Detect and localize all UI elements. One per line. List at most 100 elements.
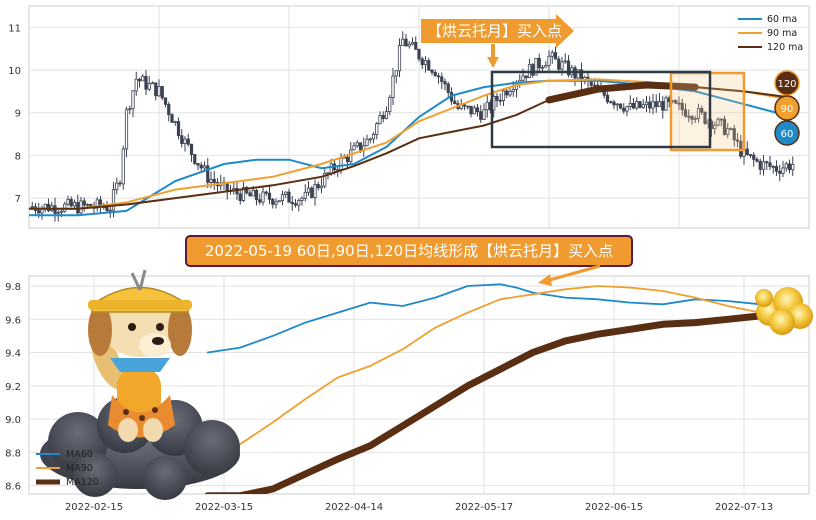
candle-body [755, 158, 759, 162]
candle-body [553, 52, 558, 60]
candle-body [765, 161, 769, 164]
candle-body [121, 148, 125, 185]
bottom-line-MA90 [206, 285, 784, 462]
badge-60-text: 60 [781, 129, 794, 140]
legend-60ma: 60 ma [767, 14, 797, 25]
candle-body [59, 210, 64, 213]
top-banner-text: 【烘云托月】买入点 [427, 22, 562, 40]
candle-body [768, 162, 772, 167]
candle-body [505, 90, 509, 96]
badge-90 [774, 95, 800, 121]
candle-body [63, 203, 67, 212]
candle-body [748, 154, 753, 156]
candle-body [407, 43, 411, 47]
bottom-ma-lines [204, 283, 797, 494]
bottom-xtick-0: 2022-02-15 [65, 502, 123, 513]
candle-body [404, 38, 408, 47]
candle-body [128, 108, 132, 111]
candle-body [427, 60, 431, 71]
cloud-icon [40, 397, 240, 500]
candle-body [644, 101, 649, 106]
bottom-line-MA120 [204, 312, 797, 494]
candle-body [261, 191, 265, 203]
candle-body [355, 142, 359, 147]
candle-body [293, 203, 298, 206]
candle-body [118, 182, 122, 185]
top-y-tick-labels: 7 8 9 10 11 [8, 23, 21, 205]
candle-body [615, 103, 619, 106]
candle-body [245, 186, 249, 194]
candle-body [345, 156, 350, 163]
arrow-left-icon [538, 264, 601, 286]
candle-body [287, 191, 291, 203]
bottom-ytick-3: 9.2 [5, 382, 21, 393]
candle-body [79, 200, 83, 214]
candle-body [784, 163, 788, 169]
candle-body [173, 121, 177, 123]
candle-body [482, 109, 486, 120]
candle-body [319, 185, 324, 189]
candle-body [46, 203, 51, 212]
candle-body [557, 58, 561, 70]
candle-body [654, 101, 658, 107]
candle-body [758, 160, 762, 170]
candle-body [297, 200, 301, 206]
candle-body [85, 203, 90, 206]
candle-body [605, 94, 610, 103]
candle-body [414, 42, 418, 50]
candle-body [365, 138, 369, 147]
candle-body [778, 170, 782, 174]
candle-body [401, 38, 405, 46]
candle-body [677, 102, 681, 105]
bottom-xtick-3: 2022-05-17 [455, 502, 513, 513]
candle-body [687, 115, 691, 118]
legend-120ma: 120 ma [767, 42, 803, 53]
candle-body [524, 75, 528, 79]
candle-body [30, 206, 34, 209]
candle-body [511, 89, 515, 92]
candle-body [453, 100, 457, 104]
candle-body [290, 201, 294, 205]
candle-body [469, 105, 473, 115]
candle-body [199, 164, 203, 169]
bottom-ytick-1: 8.8 [5, 448, 21, 459]
candle-body [696, 108, 701, 119]
candle-body [625, 106, 629, 112]
bottom-x-tick-labels: 2022-02-15 2022-03-15 2022-04-14 2022-05-17… [65, 502, 773, 513]
top-ytick-4: 11 [8, 23, 21, 34]
dog-mascot-icon [88, 269, 192, 442]
candle-body [531, 64, 535, 76]
candle-body [443, 81, 447, 85]
candle-body [313, 184, 317, 198]
bottom-ytick-6: 9.8 [5, 282, 21, 293]
candle-body [264, 191, 268, 194]
candle-body [163, 97, 168, 105]
candle-body [761, 161, 766, 170]
candle-body [547, 55, 551, 66]
bottom-line-MA60 [206, 283, 778, 354]
candle-body [563, 60, 567, 63]
candle-body [56, 211, 60, 214]
candle-body [719, 118, 723, 121]
candle-body [384, 111, 389, 119]
candle-body [154, 82, 158, 97]
candle-body [150, 82, 155, 85]
candle-body [440, 76, 444, 83]
candle-body [479, 111, 483, 120]
candle-body [508, 91, 512, 96]
candle-body [722, 118, 727, 135]
candle-body [628, 102, 632, 107]
candle-body [745, 148, 749, 155]
arrow-down-icon [487, 44, 499, 68]
candle-body [501, 90, 506, 101]
candle-body [189, 143, 194, 155]
candle-body [141, 75, 145, 82]
candle-body [735, 139, 740, 142]
candle-body [82, 200, 86, 206]
candle-body [131, 90, 135, 110]
candle-body [430, 69, 434, 73]
candle-body [271, 198, 275, 205]
legend-ma60: MA60 [66, 449, 93, 460]
candle-body [566, 60, 571, 76]
candle-body [134, 78, 138, 92]
